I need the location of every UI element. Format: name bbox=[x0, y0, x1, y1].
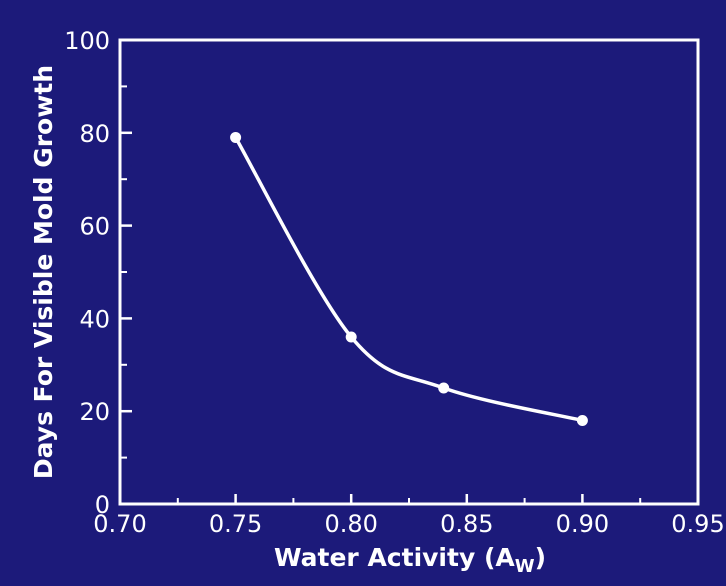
x-tick-label: 0.85 bbox=[440, 510, 493, 538]
y-axis: 0 20 40 60 80 100 bbox=[64, 27, 132, 519]
series-line bbox=[233, 135, 585, 423]
data-points bbox=[230, 131, 588, 426]
data-point bbox=[576, 414, 588, 426]
x-tick-label: 0.75 bbox=[209, 510, 262, 538]
y-tick-label: 20 bbox=[79, 398, 110, 426]
data-point bbox=[230, 131, 242, 143]
x-tick-label: 0.70 bbox=[93, 510, 146, 538]
x-tick-label: 0.80 bbox=[324, 510, 377, 538]
x-axis-title-close: ) bbox=[535, 543, 546, 572]
y-tick-label: 80 bbox=[79, 120, 110, 148]
plot-frame bbox=[118, 38, 700, 506]
y-tick-label: 40 bbox=[79, 305, 110, 333]
x-tick-label: 0.90 bbox=[556, 510, 609, 538]
x-tick-label: 0.95 bbox=[671, 510, 724, 538]
y-tick-label: 60 bbox=[79, 213, 110, 241]
data-point bbox=[438, 382, 450, 394]
x-axis-title-main: Water Activity (A bbox=[274, 543, 515, 572]
y-tick-label: 0 bbox=[95, 491, 110, 519]
y-tick-label: 100 bbox=[64, 27, 110, 55]
x-axis: 0.70 0.75 0.80 0.85 0.90 0.95 bbox=[93, 494, 725, 538]
y-axis-title: Days For Visible Mold Growth bbox=[29, 65, 58, 479]
data-point bbox=[345, 331, 357, 343]
x-axis-title: Water Activity (AW) bbox=[274, 543, 546, 577]
x-axis-title-subscript: W bbox=[515, 556, 535, 577]
